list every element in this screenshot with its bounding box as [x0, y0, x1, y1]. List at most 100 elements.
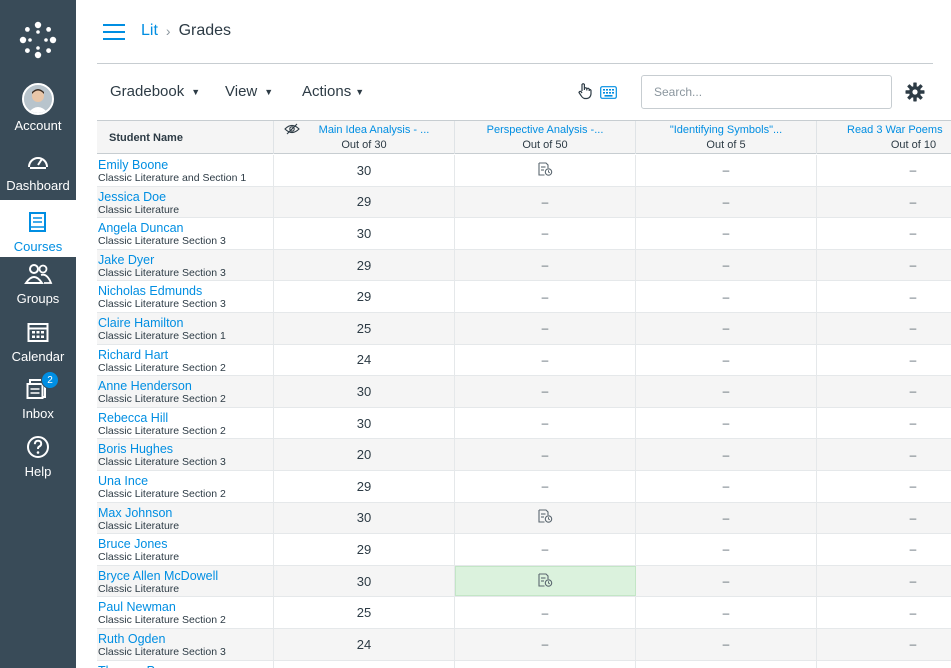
view-menu-button[interactable]: View ▼ — [225, 83, 273, 100]
nav-dashboard[interactable]: Dashboard — [0, 140, 76, 196]
student-search-input[interactable] — [641, 75, 892, 109]
student-name-link[interactable]: Angela Duncan — [98, 221, 184, 236]
grade-cell[interactable] — [455, 565, 636, 597]
grade-cell[interactable]: – — [817, 250, 951, 281]
grade-cell[interactable]: – — [636, 186, 817, 218]
student-name-link[interactable]: Max Johnson — [98, 505, 173, 520]
student-name-link[interactable]: Boris Hughes — [98, 442, 174, 457]
grade-cell[interactable]: – — [455, 249, 636, 281]
grade-cell[interactable]: 29 — [274, 186, 455, 218]
grade-cell[interactable]: – — [817, 408, 951, 439]
grade-cell[interactable]: – — [636, 218, 817, 249]
grade-cell[interactable]: – — [817, 376, 951, 407]
grade-cell[interactable] — [817, 661, 951, 668]
grade-cell[interactable]: – — [636, 376, 817, 407]
actions-menu-button[interactable]: Actions ▼ — [302, 83, 364, 100]
grade-cell[interactable]: – — [455, 597, 636, 628]
student-name-link[interactable]: Jake Dyer — [98, 252, 155, 267]
grade-cell[interactable]: – — [817, 281, 951, 312]
grade-cell[interactable]: – — [817, 629, 951, 660]
grade-cell[interactable]: – — [455, 376, 636, 407]
grade-cell[interactable]: – — [636, 407, 817, 439]
student-name-link[interactable]: Nicholas Edmunds — [98, 284, 203, 299]
grade-cell[interactable]: – — [455, 407, 636, 439]
grade-cell[interactable]: 24 — [274, 629, 455, 660]
student-name-link[interactable]: Anne Henderson — [98, 379, 192, 394]
grade-cell[interactable]: – — [455, 186, 636, 218]
student-name-link[interactable]: Emily Boone — [98, 158, 169, 172]
grade-cell[interactable]: – — [636, 471, 817, 502]
grade-cell[interactable]: – — [817, 503, 951, 534]
student-name-link[interactable]: Una Ince — [98, 474, 149, 488]
grade-cell[interactable] — [636, 660, 817, 668]
student-name-link[interactable]: Richard Hart — [98, 347, 169, 362]
nav-groups[interactable]: Groups — [0, 257, 76, 309]
grade-cell[interactable]: – — [636, 502, 817, 534]
grade-cell[interactable]: – — [817, 566, 951, 597]
grade-cell[interactable]: – — [636, 344, 817, 376]
grade-cell[interactable]: 30 — [274, 565, 455, 597]
grade-cell[interactable]: 29 — [274, 281, 455, 312]
grade-cell[interactable]: – — [636, 155, 817, 186]
grade-cell[interactable]: – — [455, 218, 636, 249]
grade-cell[interactable]: – — [636, 629, 817, 660]
grade-cell[interactable] — [274, 660, 455, 668]
grade-cell[interactable] — [455, 155, 636, 186]
nav-courses[interactable]: Courses — [0, 200, 76, 257]
canvas-logo[interactable] — [0, 8, 76, 72]
grade-cell[interactable]: – — [636, 249, 817, 281]
grade-cell[interactable]: – — [455, 534, 636, 565]
grade-cell[interactable]: 20 — [274, 439, 455, 470]
student-name-link[interactable]: Rebecca Hill — [98, 410, 169, 425]
grade-cell[interactable]: 29 — [274, 471, 455, 502]
grade-cell[interactable]: – — [817, 597, 951, 628]
gear-icon[interactable] — [905, 82, 925, 107]
assignment-header-symbols[interactable]: "Identifying Symbols"... Out of 5 — [636, 121, 817, 154]
grade-cell[interactable]: – — [817, 187, 951, 218]
grade-cell[interactable]: 30 — [274, 376, 455, 407]
student-name-link[interactable]: Ruth Ogden — [98, 632, 166, 646]
grade-cell[interactable]: 30 — [274, 502, 455, 534]
grade-cell[interactable]: – — [455, 439, 636, 470]
grade-cell[interactable]: 24 — [274, 344, 455, 376]
grade-cell[interactable]: – — [817, 534, 951, 565]
student-name-link[interactable]: Thomas P... — [98, 664, 273, 668]
grade-cell[interactable]: 25 — [274, 597, 455, 628]
grade-cell[interactable]: 29 — [274, 249, 455, 281]
grade-cell[interactable] — [455, 502, 636, 534]
nav-account[interactable]: Account — [0, 80, 76, 136]
grade-cell[interactable]: – — [636, 565, 817, 597]
grade-cell[interactable]: – — [455, 281, 636, 312]
student-name-link[interactable]: Jessica Doe — [98, 189, 167, 204]
assignment-header-war-poems[interactable]: Read 3 War Poems Out of 10 — [817, 121, 951, 154]
grade-cell[interactable]: – — [817, 313, 951, 344]
nav-calendar[interactable]: Calendar — [0, 315, 76, 367]
keyboard-shortcuts-icon[interactable] — [600, 86, 617, 104]
grade-cell[interactable]: – — [455, 313, 636, 344]
gradebook-menu-button[interactable]: Gradebook ▼ — [110, 83, 200, 100]
grade-cell[interactable]: – — [636, 597, 817, 628]
grade-cell[interactable]: – — [455, 471, 636, 502]
assignment-header-main-idea[interactable]: Main Idea Analysis - ... Out of 30 — [274, 121, 455, 154]
grade-cell[interactable] — [455, 660, 636, 668]
grade-cell[interactable]: 30 — [274, 155, 455, 186]
student-name-link[interactable]: Claire Hamilton — [98, 316, 184, 330]
grade-cell[interactable]: – — [817, 471, 951, 502]
student-name-link[interactable]: Bruce Jones — [98, 537, 168, 552]
grade-cell[interactable]: – — [455, 629, 636, 660]
grade-cell[interactable]: – — [636, 313, 817, 344]
grade-cell[interactable]: – — [817, 345, 951, 376]
course-menu-toggle[interactable] — [103, 24, 125, 40]
grade-cell[interactable]: 25 — [274, 313, 455, 344]
grade-cell[interactable]: – — [817, 218, 951, 249]
grade-cell[interactable]: – — [636, 439, 817, 470]
grade-cell[interactable]: 29 — [274, 534, 455, 565]
pointer-hand-icon[interactable] — [577, 82, 593, 105]
grade-cell[interactable]: 30 — [274, 407, 455, 439]
student-name-link[interactable]: Paul Newman — [98, 600, 176, 615]
breadcrumb-course-link[interactable]: Lit — [141, 22, 158, 39]
grade-cell[interactable]: – — [817, 439, 951, 470]
assignment-header-perspective[interactable]: Perspective Analysis -... Out of 50 — [455, 121, 636, 154]
grade-cell[interactable]: – — [455, 344, 636, 376]
grade-cell[interactable]: – — [636, 534, 817, 565]
